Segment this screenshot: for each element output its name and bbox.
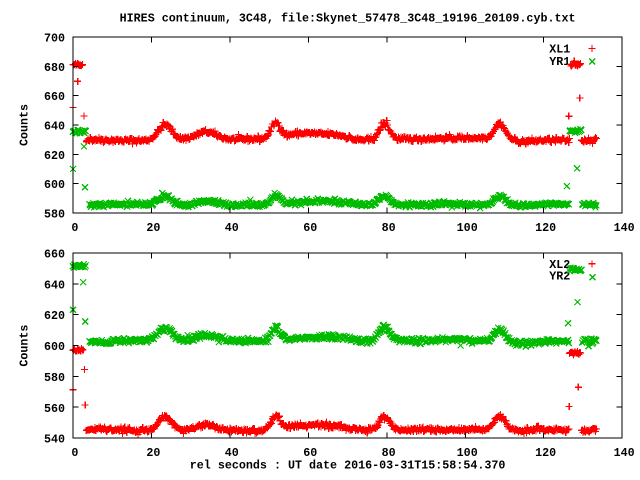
svg-text:rel seconds : UT date 2016-03-: rel seconds : UT date 2016-03-31T15:58:5… [190,458,506,472]
svg-text:600: 600 [44,340,65,354]
svg-text:XL2: XL2 [549,258,570,272]
svg-text:580: 580 [44,371,65,385]
svg-text:140: 140 [614,446,635,460]
svg-text:120: 120 [535,446,556,460]
svg-text:20: 20 [146,446,160,460]
svg-text:600: 600 [44,178,65,192]
svg-text:100: 100 [457,221,478,235]
svg-text:620: 620 [44,309,65,323]
svg-text:XL1: XL1 [549,42,570,56]
svg-text:0: 0 [71,221,78,235]
svg-text:640: 640 [44,278,65,292]
svg-text:80: 80 [382,221,396,235]
svg-text:640: 640 [44,120,65,134]
svg-text:80: 80 [382,446,396,460]
svg-text:60: 60 [303,221,317,235]
svg-text:660: 660 [44,90,65,104]
svg-text:680: 680 [44,61,65,75]
svg-text:40: 40 [225,221,239,235]
svg-text:YR2: YR2 [549,269,570,283]
svg-text:60: 60 [303,446,317,460]
svg-text:700: 700 [44,32,65,46]
svg-text:HIRES continuum, 3C48, file:Sk: HIRES continuum, 3C48, file:Skynet_57478… [120,12,576,26]
svg-text:20: 20 [146,221,160,235]
svg-text:140: 140 [614,221,635,235]
svg-text:0: 0 [71,446,78,460]
svg-text:100: 100 [457,446,478,460]
svg-text:Counts: Counts [18,325,32,367]
svg-text:Counts: Counts [18,104,32,146]
svg-text:40: 40 [225,446,239,460]
svg-text:660: 660 [44,248,65,262]
svg-text:120: 120 [535,221,556,235]
svg-text:620: 620 [44,149,65,163]
svg-text:YR1: YR1 [549,55,570,69]
svg-text:540: 540 [44,433,65,447]
svg-text:560: 560 [44,402,65,416]
svg-text:580: 580 [44,207,65,221]
